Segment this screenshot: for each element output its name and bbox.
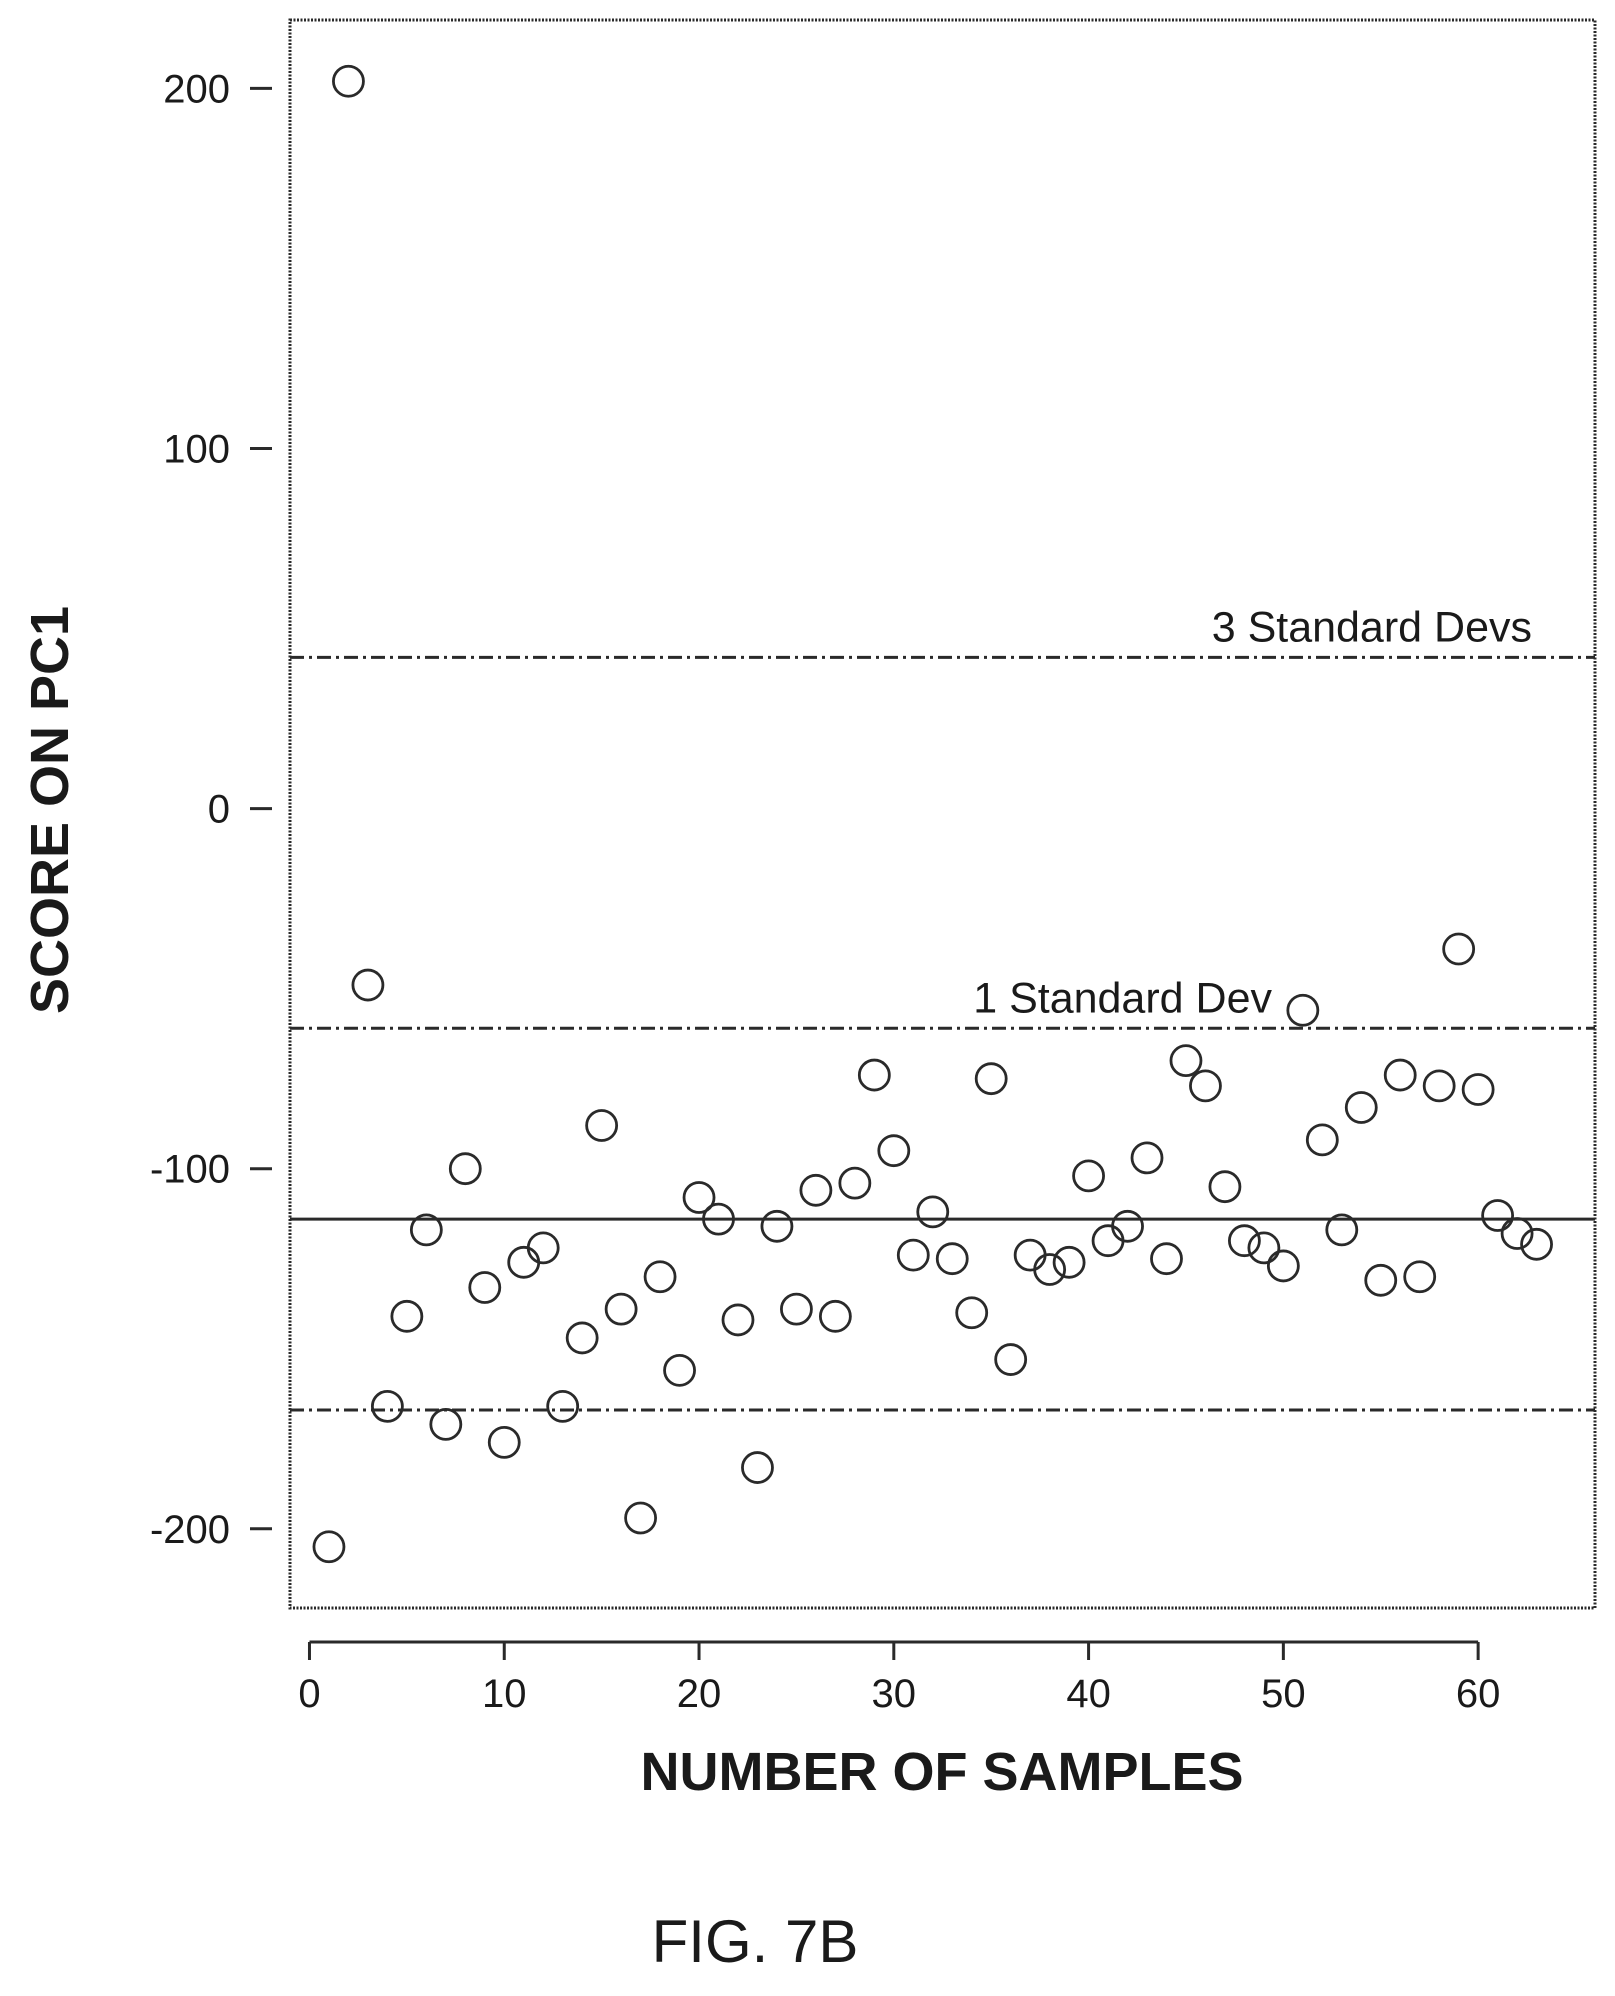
y-tick-label: 100 <box>163 428 230 472</box>
reference-line-label: 3 Standard Devs <box>1212 603 1532 651</box>
data-point <box>585 1109 619 1142</box>
data-point <box>1228 1224 1261 1258</box>
data-point <box>1286 993 1320 1027</box>
plot-frame <box>288 18 1597 1610</box>
data-point <box>1266 1249 1300 1283</box>
data-point <box>332 64 365 98</box>
data-points <box>312 64 1553 1564</box>
data-point <box>1033 1253 1067 1286</box>
y-axis-title: SCORE ON PC1 <box>20 606 80 1014</box>
data-point <box>702 1202 735 1236</box>
data-point <box>896 1238 930 1272</box>
data-point <box>1169 1044 1203 1078</box>
data-point <box>604 1292 638 1326</box>
data-point <box>818 1299 852 1333</box>
data-point <box>857 1058 891 1092</box>
x-tick-label: 0 <box>298 1672 320 1716</box>
data-point <box>468 1271 502 1304</box>
data-point <box>799 1173 833 1207</box>
data-point <box>1403 1260 1437 1294</box>
y-tick-label: -200 <box>150 1508 230 1552</box>
x-tick-label: 10 <box>482 1672 527 1716</box>
data-point <box>1481 1199 1515 1232</box>
data-point <box>1442 932 1476 966</box>
data-point <box>1111 1209 1144 1243</box>
data-point <box>1150 1242 1183 1276</box>
data-point <box>682 1181 716 1214</box>
data-point <box>663 1353 696 1387</box>
data-point <box>1500 1217 1534 1250</box>
data-point <box>507 1245 541 1279</box>
data-point <box>370 1389 404 1423</box>
data-point <box>1461 1073 1495 1106</box>
data-point <box>1325 1213 1359 1247</box>
data-point <box>721 1303 755 1337</box>
data-point <box>838 1166 872 1200</box>
data-point <box>1013 1238 1047 1272</box>
data-point <box>955 1296 989 1330</box>
x-tick-label: 60 <box>1456 1672 1501 1716</box>
data-point <box>877 1134 911 1168</box>
y-axis: 200 100 0 -100 -200 <box>150 67 272 1552</box>
data-point <box>351 968 385 1002</box>
data-point <box>1364 1263 1398 1297</box>
reference-lines <box>290 655 1595 1412</box>
data-point <box>760 1209 794 1243</box>
data-point <box>994 1343 1028 1376</box>
x-tick-label: 50 <box>1261 1672 1306 1716</box>
data-point <box>1052 1245 1086 1279</box>
x-axis-title: NUMBER OF SAMPLES <box>640 1742 1243 1802</box>
data-point <box>974 1062 1008 1096</box>
data-point <box>624 1501 657 1535</box>
data-point <box>1130 1141 1164 1175</box>
y-tick-label: 0 <box>208 788 230 832</box>
x-tick-label: 20 <box>677 1672 722 1716</box>
data-point <box>1383 1058 1417 1092</box>
data-point <box>487 1425 521 1459</box>
data-point <box>1247 1231 1281 1265</box>
data-point <box>1091 1224 1125 1258</box>
data-point <box>448 1152 482 1186</box>
x-axis: 0 10 20 30 40 50 60 <box>298 1640 1501 1716</box>
data-point <box>1189 1069 1222 1103</box>
x-tick-label: 30 <box>872 1672 917 1716</box>
data-point <box>1422 1069 1456 1103</box>
y-tick-label: -100 <box>150 1148 230 1192</box>
reference-line-labels: 3 Standard Devs 1 Standard Dev <box>973 603 1532 1022</box>
data-point <box>780 1292 813 1326</box>
data-point <box>1344 1091 1378 1124</box>
data-point <box>409 1213 443 1247</box>
reference-line-label: 1 Standard Dev <box>973 974 1272 1022</box>
data-point <box>935 1242 969 1276</box>
x-tick-label: 40 <box>1066 1672 1111 1716</box>
data-point <box>390 1299 424 1333</box>
data-point <box>1520 1227 1553 1261</box>
data-point <box>741 1451 774 1484</box>
data-point <box>312 1530 346 1564</box>
figure-caption: FIG. 7B <box>652 1908 859 1975</box>
data-point <box>1305 1123 1339 1157</box>
data-point <box>429 1407 463 1441</box>
data-point <box>1072 1159 1105 1193</box>
data-point <box>565 1321 599 1355</box>
data-point <box>1208 1170 1242 1204</box>
data-point <box>526 1231 560 1265</box>
y-tick-label: 200 <box>163 67 230 111</box>
data-point <box>546 1389 580 1423</box>
data-point <box>643 1260 677 1294</box>
data-point <box>916 1195 950 1229</box>
